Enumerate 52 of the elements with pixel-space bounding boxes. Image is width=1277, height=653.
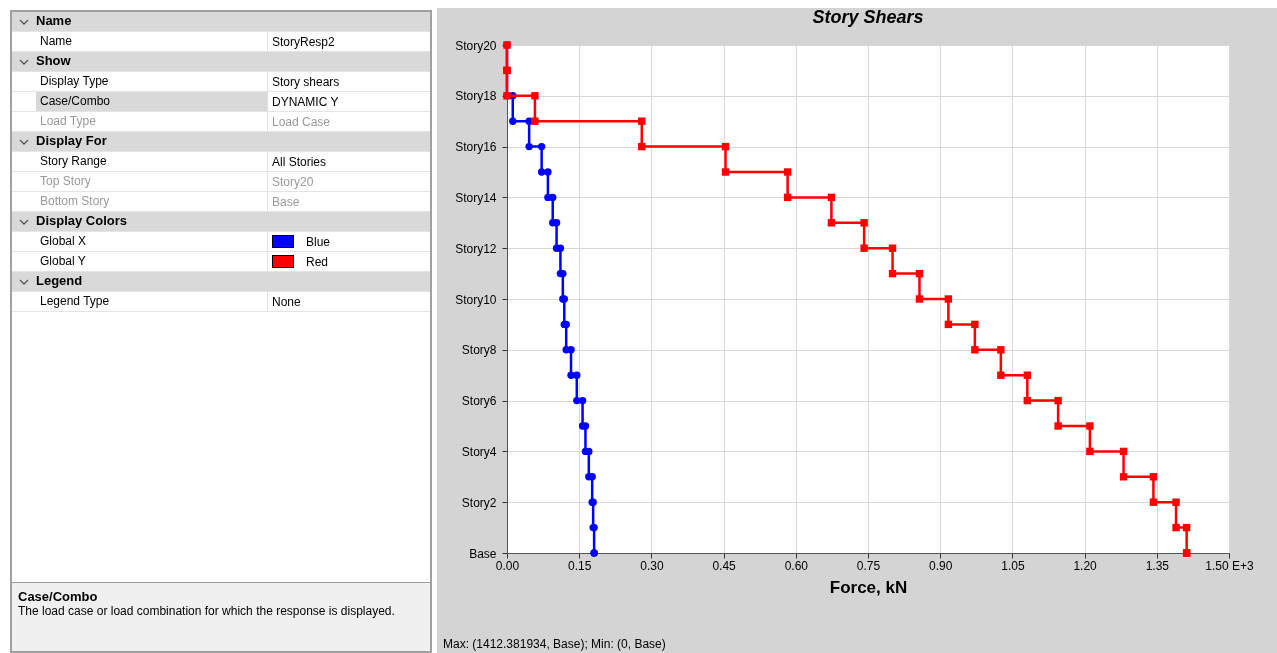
text: Display Type (36, 72, 268, 91)
text: DYNAMIC Y (272, 93, 339, 111)
text: Story20 (272, 173, 314, 191)
x-tick-label: 0.75 (856, 558, 881, 573)
x-axis-title: Force, kN (829, 577, 908, 597)
text: All Stories (272, 153, 327, 171)
y-tick-label: Story12 (455, 241, 497, 256)
y-tick-label: Story6 (461, 394, 497, 409)
x-tick-label: 1.05 (1001, 558, 1025, 573)
x-tick-label: 0.60 (784, 558, 809, 573)
y-tick-label: Story2 (461, 495, 497, 510)
text: Story shears (272, 73, 340, 91)
x-tick-label: 0.30 (640, 558, 664, 573)
text: Load Type (36, 112, 268, 131)
text: Story Range (36, 152, 268, 171)
x-tick-label: 0.00 (495, 558, 520, 573)
chart-title: Story Shears (812, 7, 924, 27)
x-tick-label: 0.45 (712, 558, 737, 573)
y-tick-label: Base (469, 546, 497, 561)
text: Legend (36, 272, 83, 290)
text: Show (36, 52, 71, 70)
text: The load case or load combination for which the response is displayed. (18, 604, 395, 618)
text: StoryResp2 (272, 33, 335, 51)
text: Blue (306, 233, 331, 251)
text: Global Y (36, 252, 268, 271)
text: Display Colors (36, 212, 128, 230)
y-tick-label: Story14 (455, 190, 497, 205)
x-tick-label: 0.90 (929, 558, 953, 573)
y-tick-label: Story8 (461, 343, 497, 358)
x-tick-label: 1.50 E+3 (1205, 558, 1255, 573)
text: Name (36, 32, 268, 51)
text: Top Story (36, 172, 268, 191)
y-tick-label: Story18 (455, 89, 497, 104)
text: Case/Combo (18, 589, 99, 604)
text: Legend Type (36, 292, 268, 311)
text: None (272, 293, 301, 311)
text: Base (272, 193, 300, 211)
text: Red (306, 253, 329, 271)
text: Global X (36, 232, 268, 251)
x-tick-label: 1.20 (1073, 558, 1098, 573)
text: Max: (1412.381934, Base); Min: (0, Base) (443, 637, 666, 651)
y-tick-label: Story20 (455, 38, 497, 53)
y-tick-label: Story4 (461, 444, 497, 459)
text: Load Case (272, 113, 331, 131)
text: Display For (36, 132, 107, 150)
x-tick-label: 0.15 (568, 558, 592, 573)
x-tick-label: 1.35 (1145, 558, 1170, 573)
y-tick-label: Story10 (455, 292, 497, 307)
y-tick-label: Story16 (455, 140, 497, 155)
text: Name (36, 12, 72, 30)
text: Case/Combo (36, 92, 268, 111)
text: Bottom Story (36, 192, 268, 211)
